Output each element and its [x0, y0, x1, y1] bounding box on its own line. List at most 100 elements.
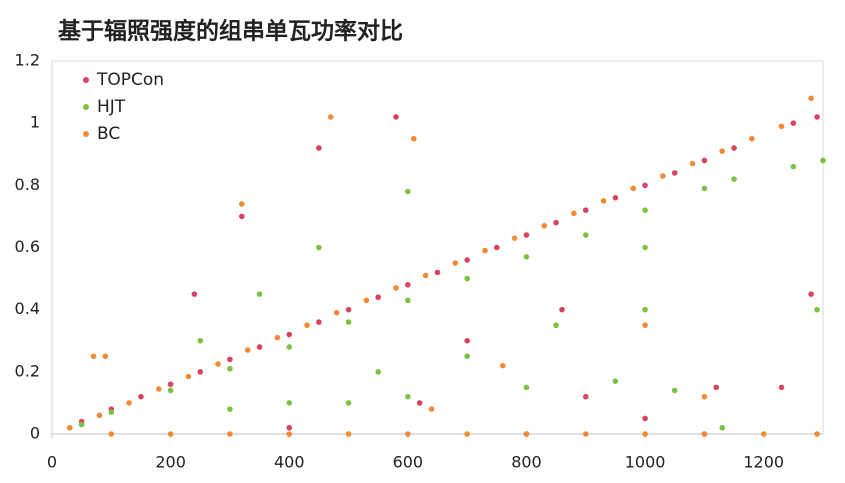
point [286, 344, 293, 350]
point [719, 148, 725, 154]
point [405, 282, 411, 288]
point [333, 309, 340, 316]
y-tick-label: 1.2 [15, 51, 40, 70]
point [108, 431, 115, 437]
point [701, 393, 708, 400]
y-tick-label: 0.6 [15, 237, 40, 256]
point [511, 235, 518, 241]
point [642, 322, 648, 329]
legend-label: TOPCon [96, 70, 164, 90]
point [126, 400, 132, 406]
point [405, 431, 411, 437]
point [464, 353, 470, 360]
point [416, 400, 423, 406]
point [814, 306, 820, 313]
point [108, 409, 115, 416]
point [286, 424, 293, 431]
point [778, 123, 785, 130]
point [191, 291, 198, 297]
point [814, 114, 820, 120]
point [559, 306, 565, 313]
point [167, 431, 174, 437]
point [428, 406, 435, 412]
point [316, 244, 322, 251]
x-tick-label: 1000 [625, 453, 666, 472]
point [167, 387, 174, 394]
y-tick-label: 0.4 [15, 299, 40, 318]
point [582, 232, 589, 238]
point [612, 378, 619, 384]
point [102, 353, 109, 360]
point [701, 185, 708, 192]
point [464, 275, 470, 282]
point [642, 415, 648, 422]
y-tick-label: 1 [30, 113, 40, 132]
point [719, 424, 725, 431]
point [523, 431, 530, 437]
point [375, 369, 381, 375]
y-tick-label: 0.2 [15, 361, 40, 380]
legend-marker [83, 77, 89, 83]
point [482, 247, 488, 254]
point [304, 322, 310, 329]
point [671, 170, 678, 176]
x-tick-label: 800 [511, 453, 542, 472]
point [612, 194, 619, 201]
point [642, 244, 648, 251]
point [642, 306, 648, 313]
point [553, 322, 559, 329]
point [523, 254, 530, 260]
point [749, 135, 755, 142]
y-tick-label: 0 [30, 424, 40, 443]
point [155, 386, 162, 392]
point [286, 431, 293, 437]
point [197, 337, 204, 344]
point [227, 356, 233, 363]
legend-label: HJT [97, 97, 126, 117]
point [286, 331, 293, 338]
point [582, 393, 589, 400]
point [582, 207, 589, 213]
point [434, 269, 441, 276]
point [138, 393, 144, 400]
point [327, 114, 334, 120]
point [499, 362, 506, 369]
point [731, 145, 737, 151]
x-tick-label: 200 [155, 453, 186, 472]
point [494, 244, 500, 251]
point [689, 160, 696, 167]
point [227, 431, 233, 437]
point [215, 361, 221, 367]
point [405, 297, 411, 304]
point [90, 353, 97, 360]
point [422, 272, 429, 279]
point [541, 222, 548, 229]
point [571, 210, 577, 217]
point [256, 291, 263, 297]
point [760, 431, 767, 437]
plot-area [51, 60, 824, 435]
point [375, 294, 381, 301]
point [316, 319, 322, 325]
point [808, 291, 814, 297]
point [345, 319, 352, 325]
point [464, 431, 470, 437]
x-tick-label: 1200 [743, 453, 784, 472]
point [808, 95, 814, 102]
point [96, 412, 103, 419]
point [185, 373, 192, 380]
point [167, 381, 174, 388]
point [553, 219, 559, 226]
x-tick-label: 600 [393, 453, 424, 472]
chart-title: 基于辐照强度的组串单瓦功率对比 [58, 18, 403, 45]
point [238, 201, 245, 207]
point [582, 431, 589, 437]
point [660, 173, 666, 179]
point [286, 400, 293, 406]
point [778, 384, 785, 391]
point [701, 157, 708, 164]
point [393, 285, 399, 291]
point [820, 157, 826, 164]
legend-marker [83, 131, 89, 137]
